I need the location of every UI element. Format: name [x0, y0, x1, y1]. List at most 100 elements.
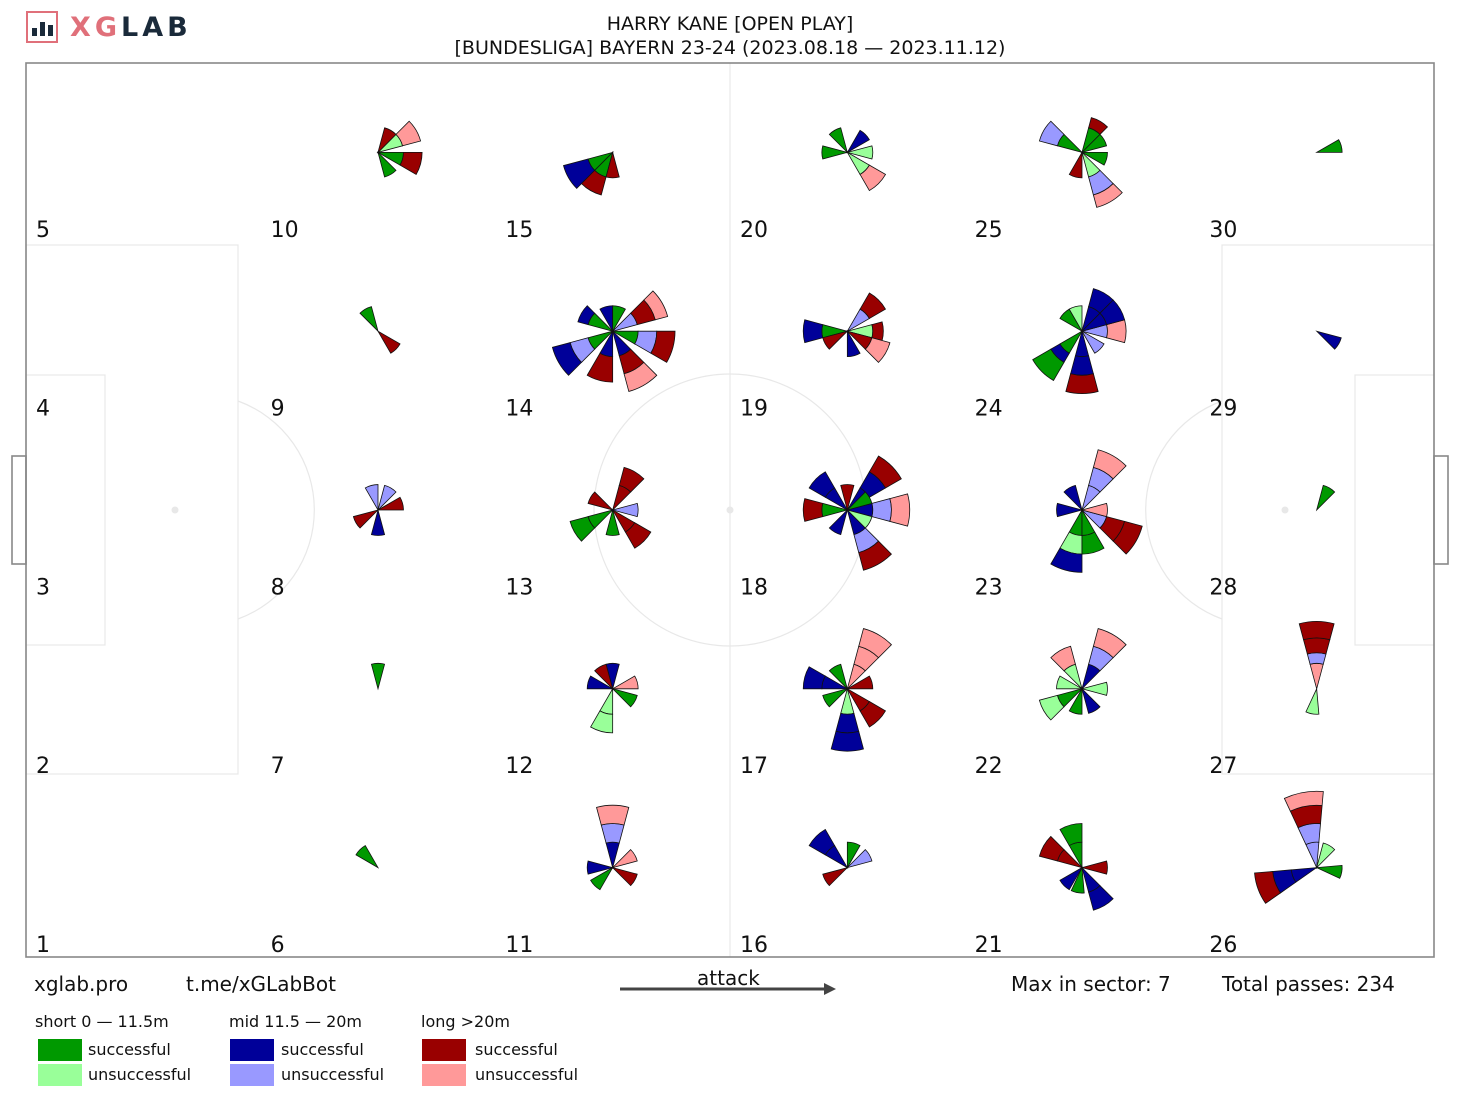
rose-20-wedge-4-short_success — [828, 127, 849, 154]
rose-12-wedge-1-short_fail — [590, 710, 614, 734]
rose-18-wedge-6-mid_success — [828, 508, 849, 536]
rose-27-wedge-0-mid_fail — [1306, 652, 1327, 665]
rose-14-wedge-5-mid_success — [577, 305, 596, 326]
legend-long-fail-label: unsuccessful — [475, 1065, 579, 1084]
sector-label-18: 18 — [740, 575, 768, 600]
legend-long-success-label: successful — [475, 1040, 558, 1059]
rose-19-wedge-5-long_success — [822, 330, 849, 350]
legend-mid-fail-swatch — [230, 1064, 274, 1086]
rose-24-wedge-0-short_success — [1032, 348, 1065, 382]
rose-24-wedge-1-mid_success — [1070, 355, 1094, 376]
left-goal — [11, 455, 27, 565]
rose-14-wedge-1-long_success — [586, 352, 614, 383]
sector-label-21: 21 — [975, 933, 1003, 958]
rose-20-wedge-0-long_fail — [859, 164, 887, 192]
center-spot — [726, 506, 734, 514]
rose-22-wedge-3-short_success — [1068, 687, 1083, 715]
rose-13-wedge-1-long_success — [618, 466, 645, 493]
sector-label-22: 22 — [975, 754, 1003, 779]
right-goal — [1433, 455, 1449, 565]
rose-sector-7 — [370, 662, 386, 691]
rose-27-wedge-0-long_success — [1298, 621, 1335, 641]
sector-label-11: 11 — [505, 933, 533, 958]
sector-label-8: 8 — [271, 575, 285, 600]
sector-label-30: 30 — [1209, 218, 1237, 243]
rose-13-wedge-2-long_success — [624, 522, 652, 549]
rose-17-wedge-2-mid_success — [802, 666, 826, 690]
legend-mid-fail-label: unsuccessful — [281, 1065, 385, 1084]
legend-mid-success-label: successful — [281, 1040, 364, 1059]
right-goal-area — [1354, 374, 1435, 646]
sector-label-9: 9 — [271, 397, 285, 422]
title-line-2: [BUNDESLIGA] BAYERN 23-24 (2023.08.18 — … — [454, 37, 1006, 59]
rose-7-wedge-0-short_success — [370, 662, 386, 691]
sector-label-15: 15 — [505, 218, 533, 243]
rose-27-wedge-0-long_success — [1303, 637, 1331, 655]
legend-short-fail-label: unsuccessful — [88, 1065, 192, 1084]
rose-9-wedge-1-long_success — [376, 330, 401, 354]
rose-14-wedge-4-long_fail — [643, 290, 669, 321]
rose-24-wedge-6-short_fail — [1068, 305, 1083, 333]
rose-22-wedge-4-mid_success — [1081, 687, 1101, 714]
sector-label-10: 10 — [271, 218, 299, 243]
sector-label-28: 28 — [1209, 575, 1237, 600]
legend-long-label: long >20m — [421, 1012, 510, 1031]
rose-26-wedge-1-long_success — [1254, 871, 1282, 904]
rose-11-wedge-0-mid_fail — [600, 823, 625, 844]
legend-short-success-swatch — [38, 1039, 82, 1061]
sector-label-12: 12 — [505, 754, 533, 779]
rose-18-wedge-0-long_fail — [889, 493, 911, 527]
legend-long-fail-swatch — [422, 1064, 466, 1086]
rose-8-wedge-1-long_success — [376, 496, 404, 511]
rose-17-wedge-1-mid_success — [835, 712, 860, 734]
sector-label-16: 16 — [740, 933, 768, 958]
rose-22-wedge-0-long_fail — [1092, 628, 1127, 659]
rose-sector-30 — [1315, 139, 1343, 153]
rose-19-wedge-4-mid_success — [846, 329, 861, 358]
site-link[interactable]: xglab.pro — [34, 972, 129, 996]
rose-17-wedge-0-long_fail — [858, 628, 892, 659]
rose-26-wedge-1-mid_success — [1290, 867, 1319, 883]
rose-13-wedge-0-short_success — [569, 516, 596, 542]
rose-sector-21 — [1038, 823, 1114, 911]
rose-18-wedge-4-long_success — [802, 498, 824, 522]
rose-10-wedge-1-long_fail — [395, 120, 422, 147]
sector-label-29: 29 — [1209, 397, 1237, 422]
rose-22-wedge-6-short_fail — [1056, 675, 1084, 690]
rose-13-wedge-3-long_success — [587, 491, 615, 511]
rose-16-wedge-3-short_success — [846, 841, 861, 870]
rose-21-wedge-3-mid_success — [1088, 885, 1114, 911]
rose-23-wedge-3-short_success — [1081, 531, 1105, 555]
rose-23-wedge-2-short_success — [1068, 508, 1083, 536]
rose-14-wedge-2-long_fail — [623, 361, 658, 392]
rose-18-wedge-1-long_success — [858, 540, 892, 571]
sector-label-14: 14 — [505, 397, 533, 422]
bot-link[interactable]: t.me/xGLabBot — [186, 972, 336, 996]
rose-15-wedge-2-long_success — [605, 150, 620, 179]
rose-21-wedge-2-long_success — [1080, 860, 1108, 875]
rose-10-wedge-3-long_success — [377, 127, 397, 154]
rose-sector-14 — [551, 290, 676, 392]
rose-20-wedge-2-mid_success — [846, 129, 870, 154]
rose-sector-13 — [569, 466, 652, 549]
sector-label-7: 7 — [271, 754, 285, 779]
rose-sector-16 — [808, 828, 873, 887]
rose-sector-26 — [1254, 790, 1343, 904]
rose-sector-17 — [802, 628, 892, 752]
rose-18-wedge-0-mid_fail — [871, 498, 892, 522]
sector-label-1: 1 — [36, 933, 50, 958]
legend-short-success-label: successful — [88, 1040, 171, 1059]
rose-17-wedge-5-short_success — [828, 663, 849, 691]
rose-18-wedge-5-long_success — [840, 484, 855, 512]
rose-8-wedge-3-mid_success — [370, 508, 386, 536]
rose-sector-6 — [355, 845, 380, 869]
legend-short-fail-swatch — [38, 1064, 82, 1086]
rose-18-wedge-2-long_success — [868, 455, 902, 489]
right-penalty-area — [1221, 244, 1435, 775]
rose-29-wedge-0-mid_success — [1315, 330, 1342, 350]
rose-17-wedge-1-mid_success — [830, 730, 864, 752]
rose-25-wedge-4-short_success — [1080, 152, 1108, 166]
attack-arrow — [620, 983, 836, 995]
rose-sector-22 — [1038, 628, 1127, 721]
